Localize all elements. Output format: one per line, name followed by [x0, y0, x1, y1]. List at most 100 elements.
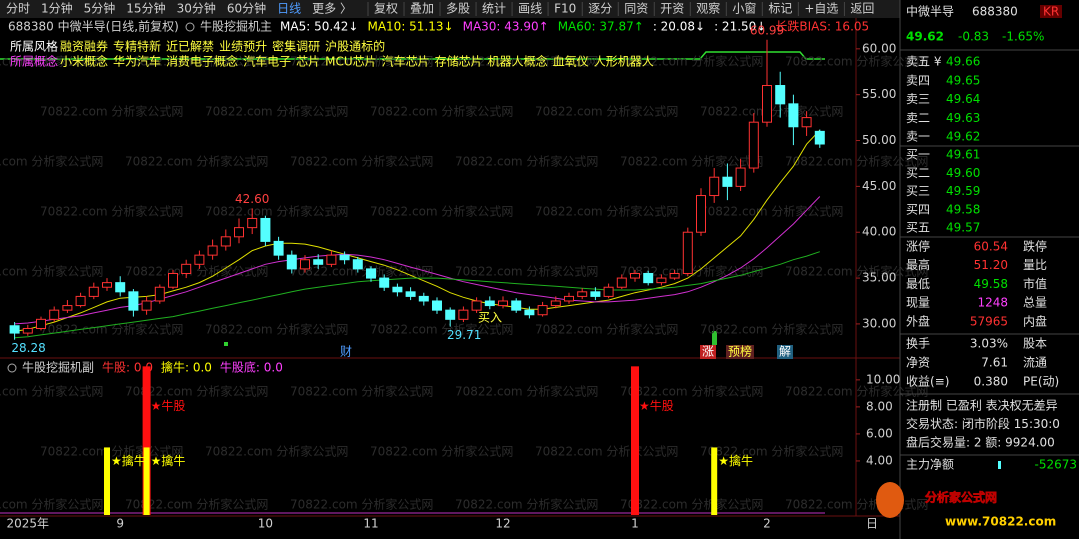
bid-label: 买二 — [906, 166, 930, 180]
ask-label: 卖二 — [906, 111, 930, 125]
signal-label: ★牛股 — [639, 398, 674, 413]
candle-body — [300, 259, 310, 270]
toolbar-item[interactable]: 画线 — [518, 2, 542, 16]
annotation: 解 — [779, 345, 791, 359]
collapse-icon[interactable] — [185, 22, 195, 32]
candle-body — [577, 291, 588, 297]
candle-body — [564, 295, 574, 302]
candle-body — [128, 291, 139, 311]
badge-bg — [1040, 5, 1062, 18]
toolbar-item[interactable]: 15分钟 — [126, 1, 165, 16]
stat-label: 最高 — [906, 257, 930, 272]
candle-body — [603, 286, 614, 297]
legend-item: : 21.50↓ — [714, 20, 766, 34]
legend-item: 牛股: 0.0 — [102, 360, 153, 375]
candle-body — [392, 286, 403, 293]
logo-url: www.70822.com — [945, 515, 1056, 529]
candle-body — [590, 291, 601, 297]
candle-body — [220, 236, 231, 247]
collapse-icon[interactable] — [7, 363, 17, 373]
watermark: 70822.com 分析家公式网 — [535, 204, 678, 219]
toolbar-item[interactable]: 返回 — [850, 2, 874, 16]
toolbar-item[interactable]: 更多 〉 — [312, 2, 352, 16]
stat-label: 跌停 — [1023, 239, 1047, 254]
stat-value: 51.20 — [974, 258, 1008, 272]
toolbar-item[interactable]: 1分钟 — [41, 1, 73, 16]
toolbar-item[interactable]: 观察 — [696, 2, 720, 16]
bid-label: 买一 — [906, 148, 930, 162]
x-tick-label: 2025年 — [7, 517, 50, 531]
toolbar-item[interactable]: F10 — [554, 2, 576, 16]
toolbar-item[interactable]: 开资 — [660, 2, 684, 16]
price-label: 42.60 — [235, 192, 269, 206]
candle-body — [181, 263, 192, 274]
candle-body — [234, 227, 244, 238]
legend-item: : 20.08↓ — [653, 20, 705, 34]
candle-body — [194, 254, 205, 265]
watermark: 70822.com 分析家公式网 — [40, 204, 183, 219]
candle-body — [722, 176, 733, 187]
ask-price: 49.62 — [946, 130, 980, 144]
period-tab[interactable]: 日 — [866, 517, 878, 531]
ask-label: 卖四 — [906, 73, 930, 87]
x-tick-label: 9 — [116, 517, 124, 531]
tag-item: 华为汽车 — [113, 54, 161, 69]
toolbar-item[interactable]: 分时 — [6, 2, 30, 16]
candle-body — [643, 272, 654, 284]
stat-label: 外盘 — [906, 313, 930, 328]
candle-body — [168, 272, 178, 288]
stat-label: 现量 — [906, 296, 930, 310]
toolbar-item[interactable]: 标记 — [768, 2, 792, 16]
toolbar-item[interactable]: 同资 — [624, 2, 648, 16]
candle-body — [432, 300, 442, 311]
watermark: 70822.com 分析家公式网 — [785, 54, 928, 69]
toolbar-item[interactable]: 小窗 — [732, 2, 756, 16]
candle-body — [273, 240, 284, 256]
tag-item: MCU芯片 — [325, 55, 377, 69]
tag-item: 血氧仪 — [553, 55, 589, 69]
watermark: 70822.com 分析家公式网 — [205, 322, 348, 337]
watermark: 70822.com 分析家公式网 — [125, 384, 268, 399]
candle-body — [762, 85, 772, 123]
stat-value: 57965 — [970, 314, 1008, 328]
stat-label: 流通 — [1023, 356, 1047, 370]
bid-label: 买三 — [906, 184, 930, 198]
toolbar-item[interactable]: 60分钟 — [227, 1, 266, 16]
price-label: 29.71 — [447, 328, 481, 342]
ask-price: 49.64 — [946, 92, 980, 106]
annotation-bg — [726, 345, 755, 359]
toolbar-item[interactable]: 复权 — [374, 2, 398, 16]
tag-item: 密集调研 — [272, 39, 320, 54]
y-tick-label: 30.00 — [862, 316, 896, 330]
toolbar-item[interactable]: 5分钟 — [84, 1, 116, 16]
y-tick-label: 6.00 — [866, 426, 893, 440]
candle-body — [682, 231, 693, 274]
flow-bar — [998, 461, 1001, 469]
stat-value: 60.54 — [974, 240, 1008, 254]
candle-body — [49, 309, 60, 320]
legend-item: 长跌BIAS: 16.05 — [775, 19, 869, 34]
toolbar-item[interactable]: 逐分 — [588, 2, 612, 16]
toolbar-item[interactable]: 30分钟 — [177, 1, 216, 16]
toolbar-item[interactable]: 叠加 — [410, 2, 434, 16]
tag-item: 沪股通标的 — [325, 39, 385, 54]
toolbar-item[interactable]: 日线 — [277, 2, 301, 16]
toolbar-item[interactable]: 统计 — [482, 2, 506, 16]
watermark: 70822.com 分析家公式网 — [290, 497, 433, 512]
toolbar-item[interactable]: +自选 — [804, 2, 838, 16]
watermark: 70822.com 分析家公式网 — [40, 104, 183, 119]
signal-bar — [142, 366, 151, 515]
watermark: 70822.com 分析家公式网 — [785, 264, 928, 279]
stat-label: 最低 — [906, 277, 930, 291]
candle-body — [748, 121, 759, 169]
indicator-name: 牛股挖掘机主 — [200, 19, 272, 34]
stat-label: 净资 — [906, 356, 930, 370]
annotation: 买入 — [478, 311, 502, 325]
watermark: 70822.com 分析家公式网 — [455, 154, 598, 169]
toolbar-item[interactable]: 多股 — [446, 2, 470, 16]
candle-body — [418, 295, 429, 302]
stat-label: 量比 — [1023, 258, 1047, 272]
bid-label: 买五 — [906, 221, 930, 235]
logo-title: 分析家公式网 — [925, 490, 997, 505]
